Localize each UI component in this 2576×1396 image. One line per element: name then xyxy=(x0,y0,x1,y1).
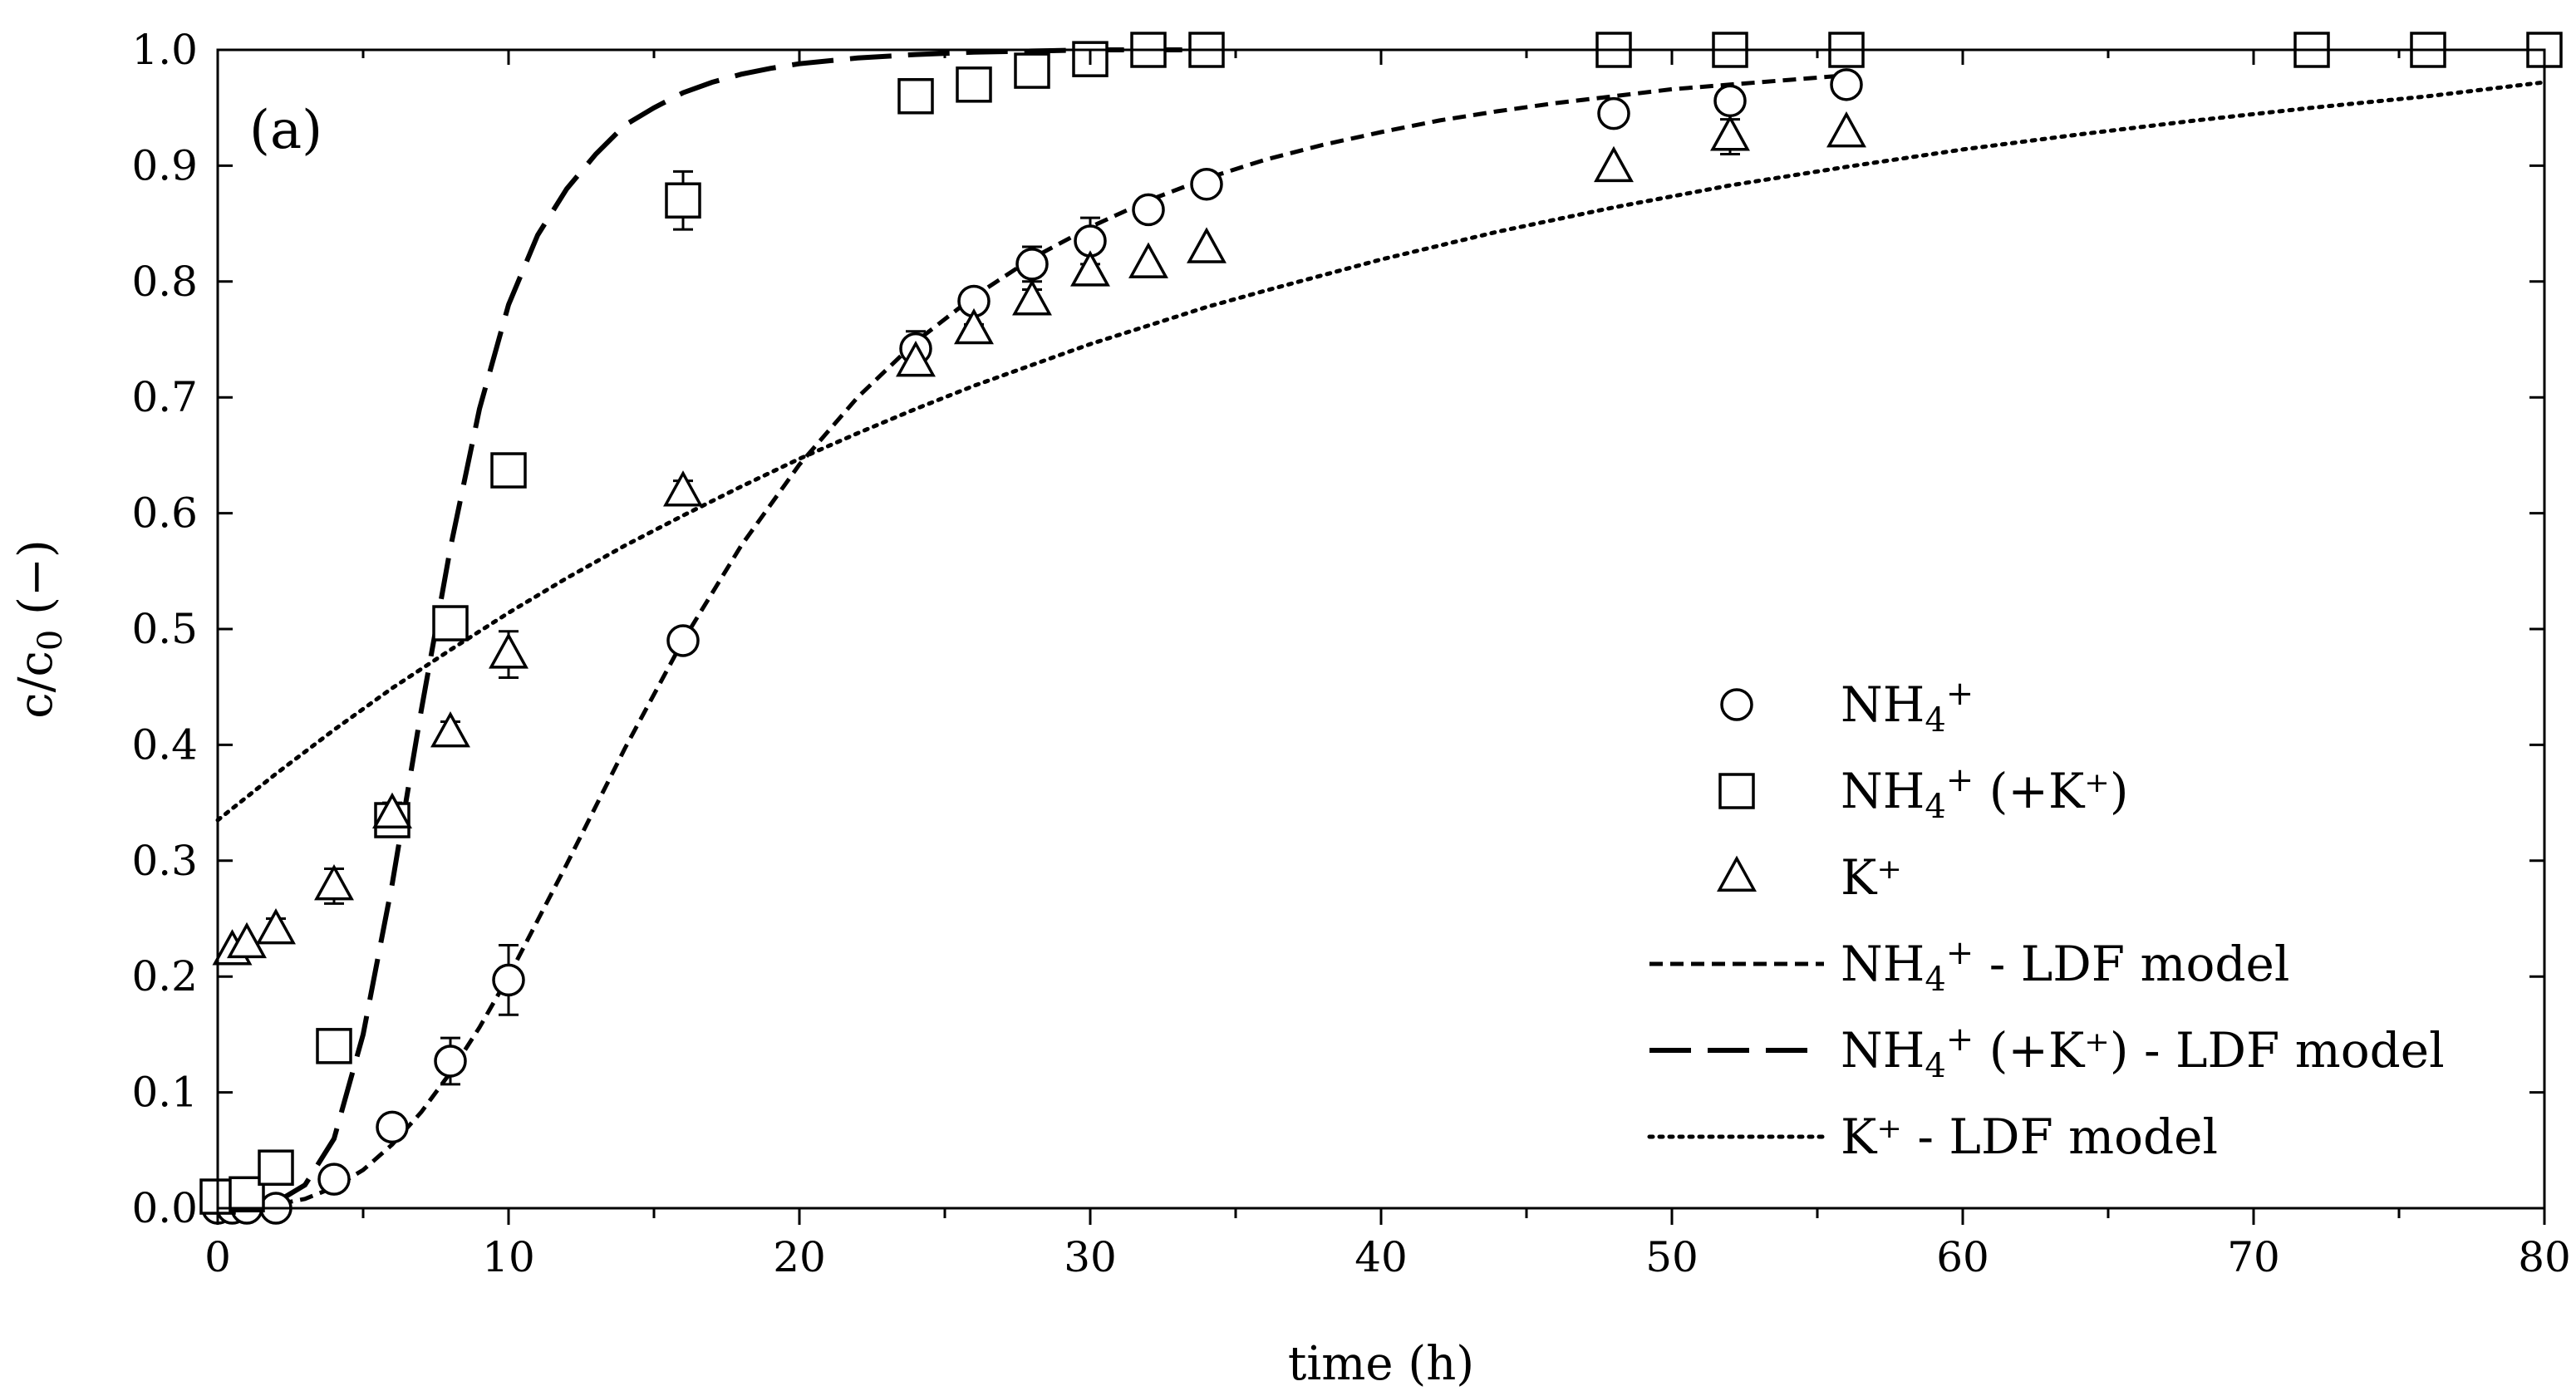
data-point-triangle xyxy=(954,307,994,345)
legend-label: NH4+ xyxy=(1841,675,1974,740)
x-tick-label: 0 xyxy=(204,1233,231,1281)
y-tick-label: 0.1 xyxy=(131,1069,198,1117)
data-point-triangle xyxy=(430,711,470,748)
x-tick-label: 60 xyxy=(1936,1233,1989,1281)
legend-label: K⁺ - LDF model xyxy=(1841,1108,2218,1165)
data-point-square xyxy=(665,182,701,219)
y-tick-label: 0.0 xyxy=(131,1184,198,1232)
y-axis-title: c/c0 (−) xyxy=(9,539,70,718)
x-tick-label: 30 xyxy=(1064,1233,1117,1281)
data-point-circle xyxy=(1830,68,1863,101)
data-point-triangle xyxy=(1070,250,1110,287)
y-tick-label: 0.2 xyxy=(131,952,198,1000)
y-tick-label: 0.6 xyxy=(131,489,198,538)
data-point-triangle xyxy=(314,864,354,901)
y-tick-label: 1.0 xyxy=(131,26,198,74)
data-point-square xyxy=(258,1149,294,1186)
legend-marker-square xyxy=(1718,773,1755,809)
data-point-circle xyxy=(492,963,525,997)
data-point-triangle xyxy=(1187,227,1227,263)
legend-label: NH4+ (+K⁺) xyxy=(1841,761,2129,826)
data-point-circle xyxy=(1132,193,1165,227)
model-curve-long-dash xyxy=(218,47,1207,1211)
x-tick-label: 40 xyxy=(1354,1233,1408,1281)
y-tick-label: 0.9 xyxy=(131,141,198,189)
model-curve-dotted xyxy=(215,80,2547,823)
data-point-circle xyxy=(1015,248,1049,281)
y-tick-label: 0.5 xyxy=(131,605,198,653)
data-point-square xyxy=(316,1028,352,1064)
data-point-circle xyxy=(1597,96,1630,130)
panel-label: (a) xyxy=(249,100,322,161)
data-point-circle xyxy=(1190,167,1223,201)
data-point-triangle xyxy=(1826,111,1866,148)
x-tick-label: 20 xyxy=(773,1233,826,1281)
x-tick-label: 50 xyxy=(1645,1233,1698,1281)
data-point-circle xyxy=(317,1163,351,1196)
model-curve-short-dash xyxy=(218,73,1847,1211)
data-point-triangle xyxy=(896,340,936,377)
legend-marker-triangle xyxy=(1717,855,1757,892)
data-point-square xyxy=(1014,52,1050,89)
data-point-triangle xyxy=(663,470,703,507)
legend-label: NH4+ (+K⁺) - LDF model xyxy=(1841,1020,2445,1085)
data-point-triangle xyxy=(489,632,528,669)
y-tick-label: 0.4 xyxy=(131,720,198,769)
data-point-square xyxy=(956,66,992,103)
data-point-square xyxy=(432,605,469,641)
data-point-triangle xyxy=(1710,115,1750,151)
data-point-triangle xyxy=(372,792,412,828)
data-point-square xyxy=(490,452,527,489)
data-point-square xyxy=(1072,41,1109,77)
data-point-triangle xyxy=(256,908,296,945)
y-tick-label: 0.8 xyxy=(131,258,198,306)
x-tick-label: 70 xyxy=(2227,1233,2280,1281)
y-tick-label: 0.3 xyxy=(131,837,198,885)
y-tick-label: 0.7 xyxy=(131,373,198,421)
data-point-triangle xyxy=(227,922,267,959)
data-point-circle xyxy=(1713,84,1747,118)
x-tick-label: 80 xyxy=(2518,1233,2571,1281)
data-point-circle xyxy=(376,1110,409,1144)
legend-marker-circle xyxy=(1720,688,1753,721)
x-axis-title: time (h) xyxy=(1288,1337,1474,1391)
data-point-circle xyxy=(666,624,700,657)
data-point-triangle xyxy=(1012,279,1052,316)
x-tick-label: 10 xyxy=(482,1233,535,1281)
legend-label: NH4+ - LDF model xyxy=(1841,934,2289,999)
data-point-triangle xyxy=(1128,242,1168,278)
data-point-square xyxy=(897,78,934,115)
legend-label: K⁺ xyxy=(1841,849,1902,906)
data-point-triangle xyxy=(1594,145,1634,183)
data-point-circle xyxy=(434,1045,467,1078)
